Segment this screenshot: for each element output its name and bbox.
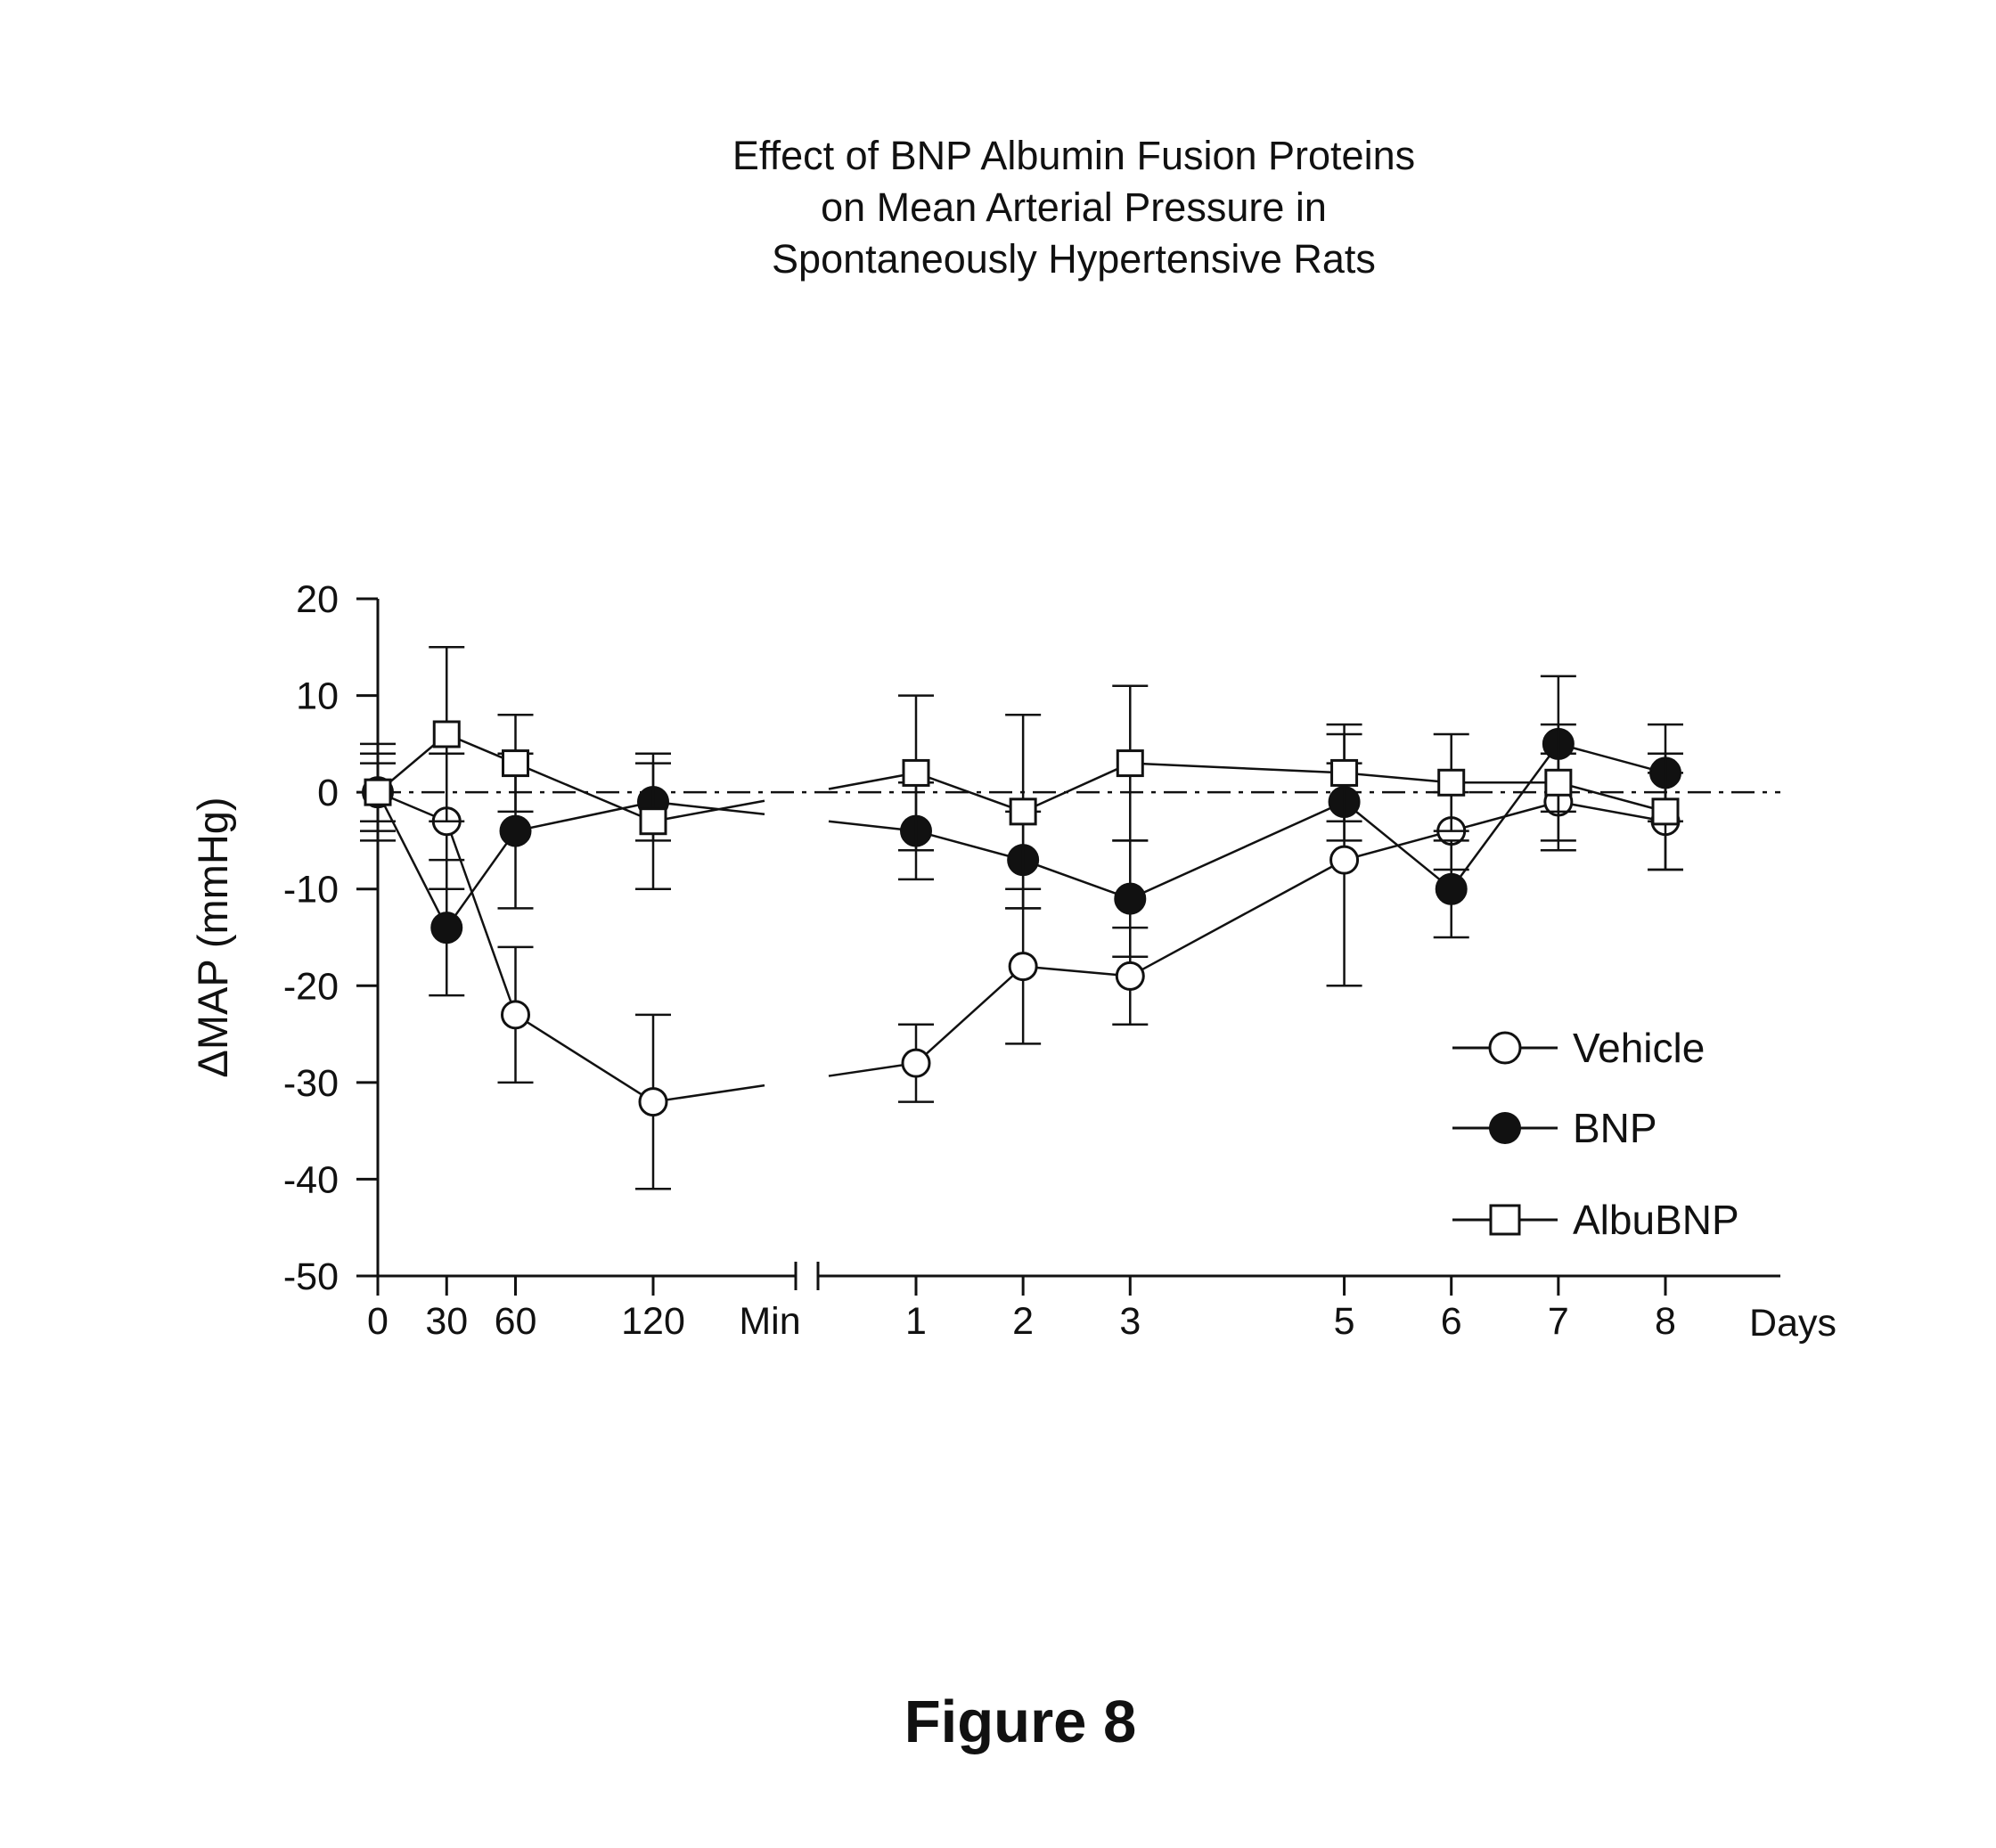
vehicle-marker xyxy=(903,1050,929,1076)
bnp-line-segment xyxy=(916,831,1023,861)
legend-marker-filled-circle xyxy=(1489,1112,1521,1144)
bnp-line-segment xyxy=(1130,802,1344,899)
chart-title-line-2: on Mean Arterial Pressure in xyxy=(821,184,1327,230)
bnp-marker xyxy=(1115,884,1145,914)
vehicle-line-segment xyxy=(1023,967,1130,977)
y-tick-label: 10 xyxy=(296,675,339,718)
bnp-line-segment xyxy=(1023,860,1130,898)
x-tick-label: 6 xyxy=(1441,1300,1462,1343)
vehicle-marker xyxy=(640,1089,667,1116)
albubnp-marker xyxy=(641,809,666,834)
x-tick-label: 120 xyxy=(621,1300,685,1343)
y-tick-label: -20 xyxy=(283,965,339,1008)
vehicle-line-segment xyxy=(1130,860,1344,976)
chart-title-line-1: Effect of BNP Albumin Fusion Proteins xyxy=(732,133,1415,178)
legend-marker-open-square xyxy=(1491,1206,1519,1234)
bnp-line-segment xyxy=(1452,744,1558,889)
bnp-line-segment xyxy=(1558,744,1665,773)
albubnp-marker xyxy=(365,780,390,805)
albubnp-marker xyxy=(1010,799,1035,824)
x-tick-label: 60 xyxy=(495,1300,537,1343)
albubnp-marker xyxy=(1117,751,1142,776)
vehicle-marker xyxy=(1117,962,1143,989)
albubnp-marker xyxy=(1439,770,1464,795)
albubnp-marker xyxy=(503,751,528,776)
vehicle-line-segment xyxy=(916,967,1023,1064)
x-tick-label: 30 xyxy=(425,1300,468,1343)
x-tick-label: 3 xyxy=(1119,1300,1141,1343)
legend-marker-open-circle xyxy=(1490,1033,1520,1063)
bnp-marker xyxy=(501,816,531,846)
y-tick-label: 20 xyxy=(296,578,339,621)
x-unit-label-days: Days xyxy=(1749,1302,1836,1345)
albubnp-marker xyxy=(904,760,928,785)
y-tick-label: 0 xyxy=(317,772,339,814)
legend-label: AlbuBNP xyxy=(1573,1197,1739,1243)
bnp-line-segment xyxy=(516,802,654,831)
x-tick-label: 8 xyxy=(1655,1300,1676,1343)
legend-entry-albubnp: AlbuBNP xyxy=(1452,1197,1739,1243)
albubnp-marker xyxy=(1546,770,1571,795)
legend-label: Vehicle xyxy=(1573,1025,1705,1071)
vehicle-marker xyxy=(1331,846,1358,873)
x-tick-label: 0 xyxy=(367,1300,389,1343)
y-tick-label: -40 xyxy=(283,1158,339,1201)
y-tick-label: -50 xyxy=(283,1255,339,1298)
chart-title-line-3: Spontaneously Hypertensive Rats xyxy=(772,236,1376,282)
series-bnp xyxy=(360,676,1683,995)
albubnp-line-segment xyxy=(1023,764,1130,812)
albubnp-marker xyxy=(434,722,459,747)
vehicle-marker xyxy=(1010,953,1036,980)
x-tick-label: 1 xyxy=(905,1300,927,1343)
legend-entry-bnp: BNP xyxy=(1452,1105,1657,1151)
y-tick-label: -10 xyxy=(283,869,339,912)
x-tick-label: 7 xyxy=(1548,1300,1569,1343)
albubnp-line-segment xyxy=(516,764,654,822)
vehicle-marker xyxy=(503,1002,529,1028)
figure-caption: Figure 8 xyxy=(904,1689,1137,1755)
bnp-line-segment xyxy=(1345,802,1452,889)
albubnp-marker xyxy=(1653,799,1678,824)
axes xyxy=(356,599,1780,1296)
bnp-marker xyxy=(431,912,462,943)
bnp-marker xyxy=(1436,874,1467,904)
x-tick-label: 5 xyxy=(1334,1300,1355,1343)
albubnp-line-segment xyxy=(1345,773,1452,782)
legend-label: BNP xyxy=(1573,1105,1657,1151)
x-unit-label-minutes: Min xyxy=(739,1300,800,1343)
albubnp-marker xyxy=(1332,760,1357,785)
y-tick-label: -30 xyxy=(283,1062,339,1105)
x-tick-label: 2 xyxy=(1012,1300,1034,1343)
vehicle-line-segment xyxy=(653,1085,765,1101)
albubnp-line-segment xyxy=(1558,782,1665,812)
legend-entry-vehicle: Vehicle xyxy=(1452,1025,1705,1071)
series-group xyxy=(360,647,1683,1189)
chart-title: Effect of BNP Albumin Fusion Proteins on… xyxy=(732,133,1415,282)
bnp-line-segment xyxy=(446,831,515,928)
legend: Vehicle BNP AlbuBNP xyxy=(1452,1025,1739,1243)
y-axis-label: ΔMAP (mmHg) xyxy=(189,797,236,1077)
vehicle-line-segment xyxy=(516,1015,654,1102)
albubnp-line-segment xyxy=(1130,764,1344,773)
